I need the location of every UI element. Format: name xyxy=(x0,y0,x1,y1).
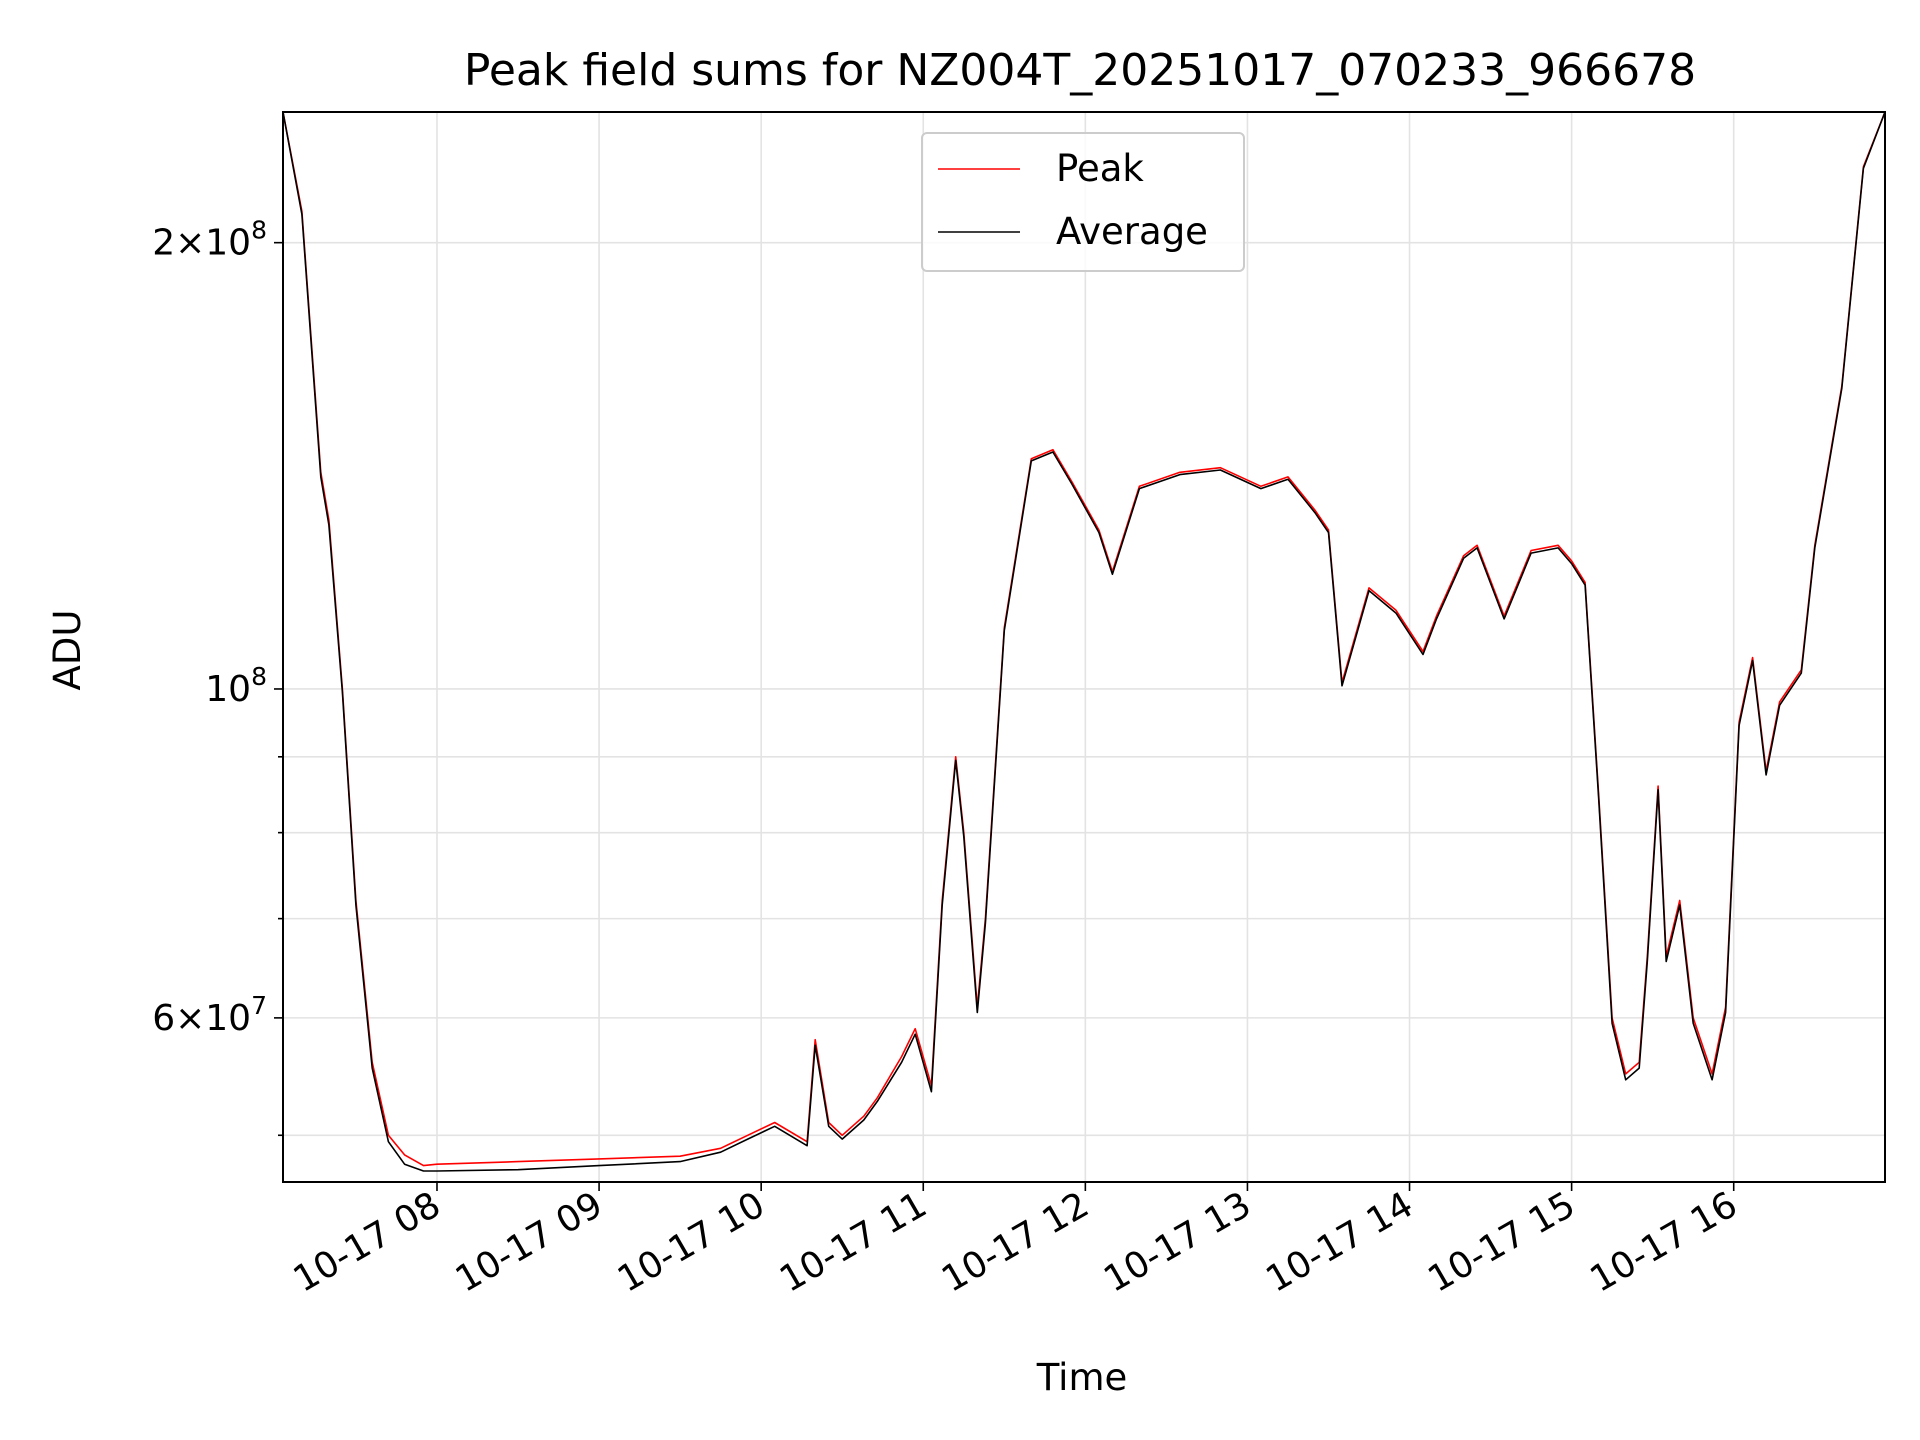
x-axis-label: Time xyxy=(1036,1356,1128,1399)
y-tick-base: 10 xyxy=(205,669,251,710)
legend-label-peak: Peak xyxy=(1056,147,1144,190)
plot-frame xyxy=(282,111,1886,1183)
y-tick-label: 6×107 xyxy=(152,991,267,1039)
grid xyxy=(283,112,1885,1182)
y-tick-mantissa: 2 xyxy=(152,223,175,264)
series-layer xyxy=(283,112,1885,1172)
y-tick-label: 2×108 xyxy=(152,216,267,264)
y-tick-label: 108 xyxy=(205,662,267,710)
y-tick-exponent: 8 xyxy=(251,662,267,691)
series-line-average xyxy=(283,112,1885,1172)
chart-title: Peak field sums for NZ004T_20251017_0702… xyxy=(464,45,1696,96)
y-tick-times-sign: × xyxy=(175,223,205,264)
legend: Peak Average xyxy=(921,132,1245,272)
legend-label-average: Average xyxy=(1056,210,1208,253)
plot-area xyxy=(283,112,1885,1182)
y-axis-label: ADU xyxy=(46,610,89,691)
y-tick-times-sign: × xyxy=(175,998,205,1039)
y-tick-exponent: 7 xyxy=(251,991,267,1020)
legend-box xyxy=(921,132,1245,272)
y-tick-base: 10 xyxy=(205,998,251,1039)
y-tick-base: 10 xyxy=(205,223,251,264)
y-tick-mantissa: 6 xyxy=(152,998,175,1039)
series-line-peak xyxy=(283,112,1885,1167)
ticks xyxy=(274,241,1735,1191)
y-tick-exponent: 8 xyxy=(251,216,267,245)
